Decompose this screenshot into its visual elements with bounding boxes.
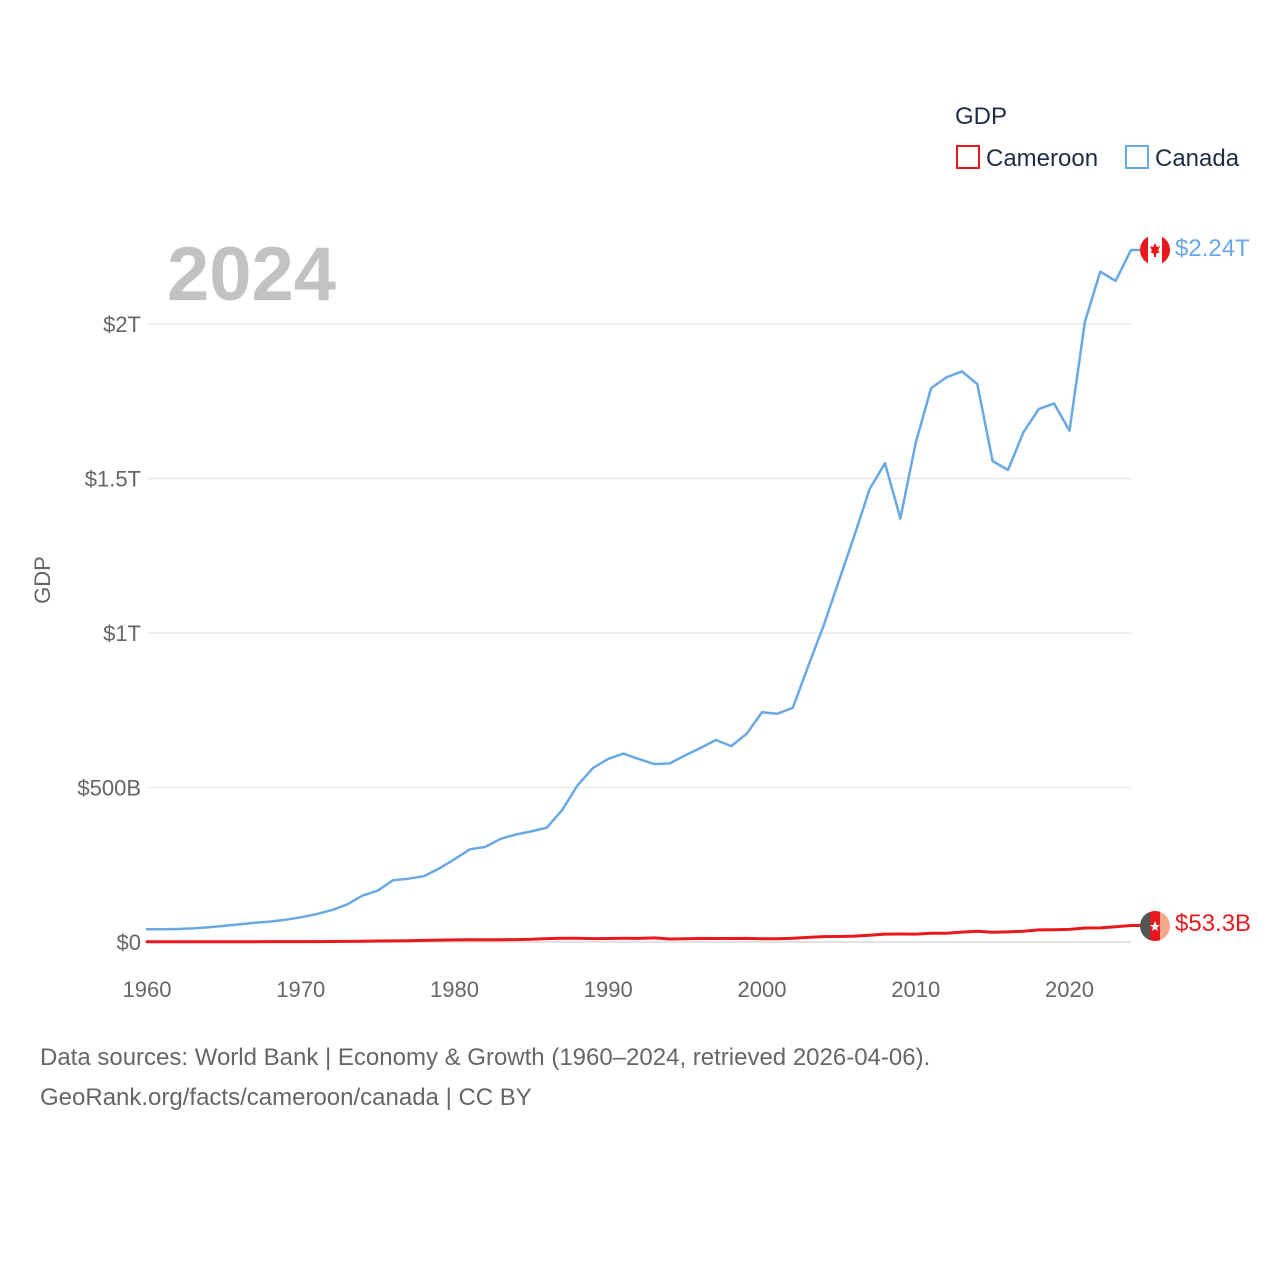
x-tick-label: 2020: [1045, 977, 1094, 1002]
footer-sources: Data sources: World Bank | Economy & Gro…: [40, 1044, 931, 1071]
year-label: 2024: [167, 232, 336, 317]
y-axis-title: GDP: [30, 556, 55, 604]
x-tick-label: 1980: [430, 977, 479, 1002]
legend-swatch-canada: [1125, 145, 1149, 169]
footer-attribution: GeoRank.org/facts/cameroon/canada | CC B…: [40, 1084, 532, 1111]
series-line-canada[interactable]: [145, 248, 1143, 931]
x-tick-label: 1960: [123, 977, 172, 1002]
legend-item-canada[interactable]: Canada: [1125, 145, 1240, 172]
y-tick-label: $1T: [103, 621, 141, 646]
y-tick-label: $1.5T: [85, 467, 141, 492]
x-tick-label: 1970: [276, 977, 325, 1002]
legend-item-cameroon[interactable]: Cameroon: [956, 145, 1098, 172]
y-tick-label: $0: [117, 930, 141, 955]
x-tick-label: 1990: [584, 977, 633, 1002]
legend: GDP Cameroon Canada: [955, 103, 1240, 172]
legend-label-cameroon: Cameroon: [986, 145, 1098, 172]
series-line-cameroon[interactable]: [145, 924, 1143, 944]
series-lines: [145, 248, 1143, 944]
y-axis: $0 $500B $1T $1.5T $2T: [77, 312, 141, 955]
end-label-cameroon: $53.3B: [1175, 910, 1251, 937]
canada-flag-icon: [1140, 235, 1170, 265]
y-tick-label: $2T: [103, 312, 141, 337]
x-axis: 1960 1970 1980 1990 2000 2010 2020: [123, 977, 1094, 1002]
x-tick-label: 2010: [891, 977, 940, 1002]
end-label-canada: $2.24T: [1175, 235, 1250, 262]
y-tick-label: $500B: [77, 776, 141, 801]
legend-label-canada: Canada: [1155, 145, 1240, 172]
legend-title: GDP: [955, 103, 1007, 130]
x-tick-label: 2000: [738, 977, 787, 1002]
legend-swatch-cameroon: [956, 145, 980, 169]
cameroon-flag-icon: [1140, 911, 1170, 941]
